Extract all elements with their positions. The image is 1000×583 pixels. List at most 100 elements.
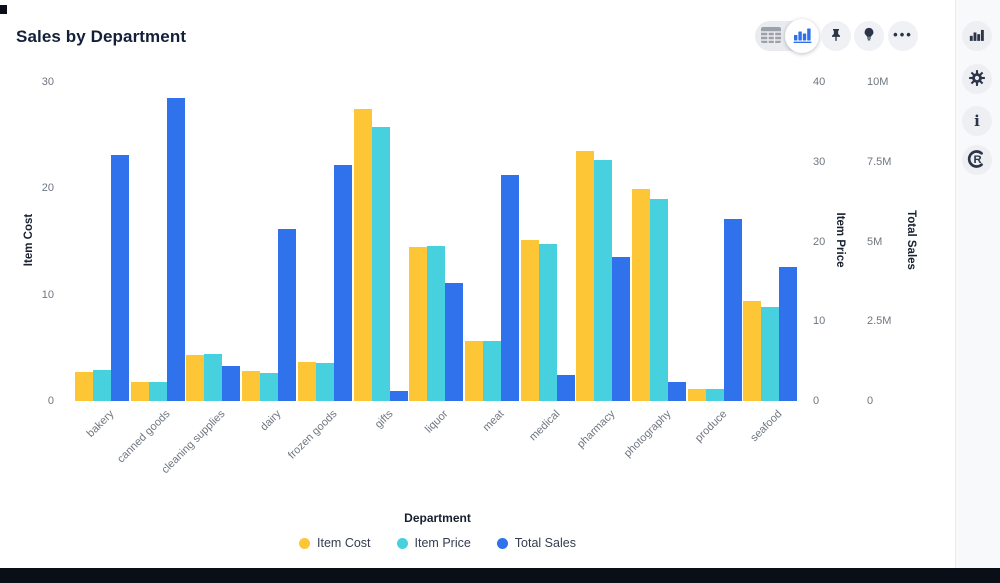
total-sales-axis-tick: 5M <box>867 235 883 248</box>
bar-total-sales-bakery[interactable] <box>111 155 129 401</box>
view-toggle <box>755 19 819 53</box>
bar-item-price-gifts[interactable] <box>371 126 390 401</box>
x-category-label-medical: medical <box>526 408 563 444</box>
x-axis-title: Department <box>404 511 471 525</box>
bar-total-sales-seafood[interactable] <box>779 267 798 401</box>
x-category-label-photography: photography <box>621 408 674 460</box>
bar-item-cost-dairy[interactable] <box>242 371 261 401</box>
bar-item-cost-canned-goods[interactable] <box>130 381 149 401</box>
x-category-label-liquor: liquor <box>423 408 451 436</box>
bar-total-sales-liquor[interactable] <box>445 282 464 401</box>
right-rail: i R <box>955 0 1000 568</box>
chart-view-toggle[interactable] <box>785 19 819 53</box>
bar-item-cost-bakery[interactable] <box>75 372 93 401</box>
bar-chart-icon <box>793 27 812 46</box>
bar-item-price-pharmacy[interactable] <box>594 160 613 401</box>
bar-item-cost-medical[interactable] <box>520 240 539 401</box>
x-category-label-pharmacy: pharmacy <box>575 408 618 451</box>
bar-item-price-produce[interactable] <box>705 389 724 401</box>
legend-dot-item-cost <box>299 537 311 549</box>
more-options-button[interactable]: ••• <box>888 21 918 51</box>
bar-total-sales-canned-goods[interactable] <box>166 97 185 401</box>
legend-label: Total Sales <box>514 536 576 550</box>
bar-total-sales-photography[interactable] <box>668 381 686 401</box>
pin-button[interactable] <box>821 21 851 51</box>
bar-item-cost-photography[interactable] <box>632 189 650 401</box>
bar-item-price-dairy[interactable] <box>260 373 279 401</box>
rail-chart-button[interactable] <box>962 21 992 51</box>
item-price-axis-tick: 0 <box>813 395 820 407</box>
item-cost-axis-tick: 30 <box>41 76 54 88</box>
bar-total-sales-meat[interactable] <box>500 174 519 401</box>
legend-item-item-price[interactable]: Item Price <box>396 536 471 550</box>
legend-item-total-sales[interactable]: Total Sales <box>496 536 576 550</box>
item-cost-axis-tick: 0 <box>47 395 54 407</box>
bar-item-cost-pharmacy[interactable] <box>576 151 595 401</box>
x-category-label-dairy: dairy <box>258 408 284 434</box>
bottom-bar <box>0 568 1000 583</box>
retool-logo-icon: R <box>967 149 987 172</box>
bar-item-price-meat[interactable] <box>482 341 501 401</box>
bar-total-sales-pharmacy[interactable] <box>612 257 631 401</box>
x-category-label-canned-goods: canned goods <box>114 408 173 466</box>
item-cost-axis-tick: 20 <box>41 182 54 195</box>
item-price-axis-title: Item Price <box>834 212 846 268</box>
bar-item-price-canned-goods[interactable] <box>148 381 167 401</box>
bar-total-sales-cleaning-supplies[interactable] <box>222 365 241 401</box>
rail-settings-button[interactable] <box>962 64 992 94</box>
total-sales-axis-tick: 10M <box>867 76 889 88</box>
total-sales-axis-tick: 2.5M <box>867 315 892 328</box>
info-icon: i <box>974 111 980 130</box>
item-cost-axis-tick: 10 <box>41 288 54 301</box>
item-price-axis-tick: 30 <box>813 155 826 168</box>
bar-item-price-photography[interactable] <box>650 199 668 401</box>
bar-item-cost-produce[interactable] <box>687 389 706 401</box>
bar-item-price-seafood[interactable] <box>761 306 780 401</box>
sales-bar-chart: Item Cost Item Price Total Sales Departm… <box>23 76 917 525</box>
legend-label: Item Price <box>414 536 471 550</box>
legend-label: Item Cost <box>317 536 371 550</box>
insights-button[interactable] <box>854 21 884 51</box>
bar-item-cost-liquor[interactable] <box>409 246 428 401</box>
bar-item-price-frozen-goods[interactable] <box>315 362 334 401</box>
lightbulb-icon <box>861 26 877 46</box>
item-price-axis-tick: 40 <box>813 76 826 88</box>
bar-total-sales-medical[interactable] <box>556 375 575 401</box>
legend-dot-item-price <box>396 537 408 549</box>
bar-item-cost-cleaning-supplies[interactable] <box>186 355 205 401</box>
bar-item-cost-seafood[interactable] <box>743 301 762 401</box>
bar-total-sales-dairy[interactable] <box>278 228 297 401</box>
left-axis-title: Item Cost <box>23 213 35 267</box>
bar-total-sales-gifts[interactable] <box>389 391 408 401</box>
bar-item-price-medical[interactable] <box>538 243 557 401</box>
bar-total-sales-produce[interactable] <box>723 219 742 401</box>
bar-item-price-liquor[interactable] <box>427 246 446 401</box>
total-sales-axis-tick: 0 <box>867 395 874 407</box>
legend-item-item-cost[interactable]: Item Cost <box>299 536 371 550</box>
rail-info-button[interactable]: i <box>962 106 992 136</box>
bar-item-cost-gifts[interactable] <box>353 108 372 401</box>
bar-chart-icon <box>969 28 985 45</box>
window-corner-artifact <box>0 5 7 14</box>
bar-total-sales-frozen-goods[interactable] <box>333 164 352 401</box>
bar-item-price-cleaning-supplies[interactable] <box>204 353 223 401</box>
ellipsis-icon: ••• <box>893 26 913 42</box>
rail-retool-button[interactable]: R <box>962 145 992 175</box>
total-sales-axis-tick: 7.5M <box>867 155 892 168</box>
legend-dot-total-sales <box>496 537 508 549</box>
chart-toolbar: ••• <box>0 0 955 60</box>
x-category-label-meat: meat <box>480 408 507 434</box>
chart-legend: Item Cost Item Price Total Sales <box>65 536 810 550</box>
item-price-axis-tick: 10 <box>813 315 826 328</box>
svg-text:R: R <box>973 154 981 166</box>
x-category-label-seafood: seafood <box>748 408 785 445</box>
bar-item-price-bakery[interactable] <box>93 369 111 401</box>
table-view-toggle[interactable] <box>755 21 787 51</box>
bar-item-cost-meat[interactable] <box>464 341 483 401</box>
pin-icon <box>828 27 844 46</box>
table-icon <box>761 26 781 46</box>
x-category-label-gifts: gifts <box>372 408 395 431</box>
bar-item-cost-frozen-goods[interactable] <box>297 361 316 401</box>
page-title: Sales by Department <box>16 27 187 46</box>
